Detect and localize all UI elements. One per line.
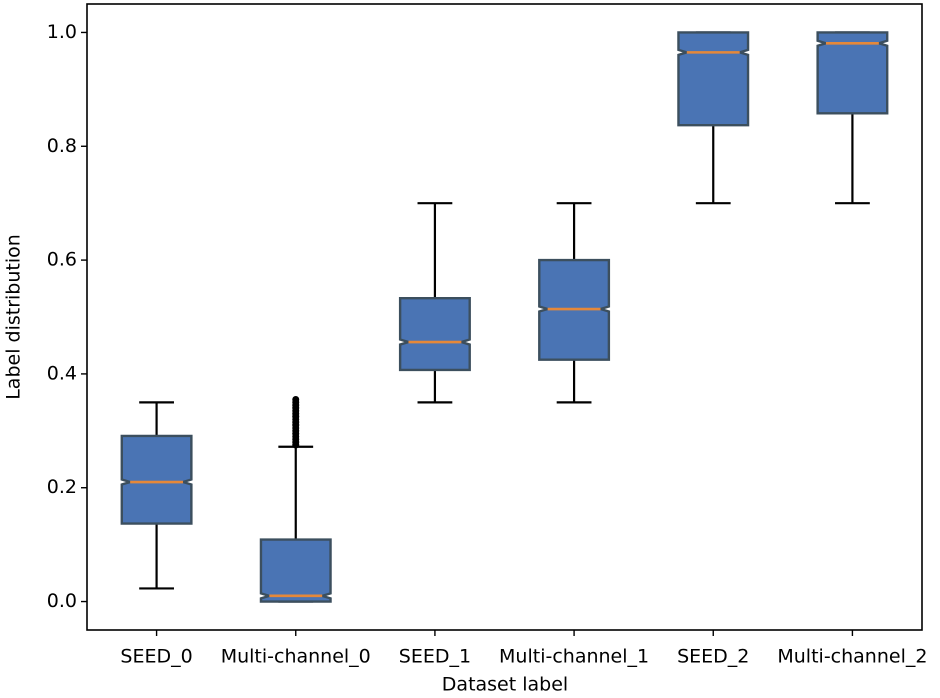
y-tick-label: 1.0 xyxy=(47,21,77,43)
y-tick-label: 0.6 xyxy=(47,249,77,271)
box xyxy=(398,297,471,372)
box xyxy=(816,31,889,115)
x-tick-label: Multi-channel_1 xyxy=(499,646,649,668)
flier xyxy=(292,396,300,404)
x-tick-label: Multi-channel_2 xyxy=(777,646,927,668)
box xyxy=(259,538,332,603)
box xyxy=(677,31,750,127)
x-tick-label: SEED_2 xyxy=(677,646,749,668)
x-tick-label: SEED_1 xyxy=(399,646,471,668)
x-tick-label: Multi-channel_0 xyxy=(221,646,371,668)
x-axis-label: Dataset label xyxy=(442,674,568,696)
y-tick-label: 0.4 xyxy=(47,362,77,384)
x-tick-label: SEED_0 xyxy=(120,646,192,668)
y-tick-label: 0.8 xyxy=(47,135,77,157)
y-axis-label: Label distribution xyxy=(3,234,25,400)
box xyxy=(120,434,193,525)
plot-frame xyxy=(86,3,923,631)
y-tick-label: 0.0 xyxy=(47,590,77,612)
y-tick-label: 0.2 xyxy=(47,476,77,498)
